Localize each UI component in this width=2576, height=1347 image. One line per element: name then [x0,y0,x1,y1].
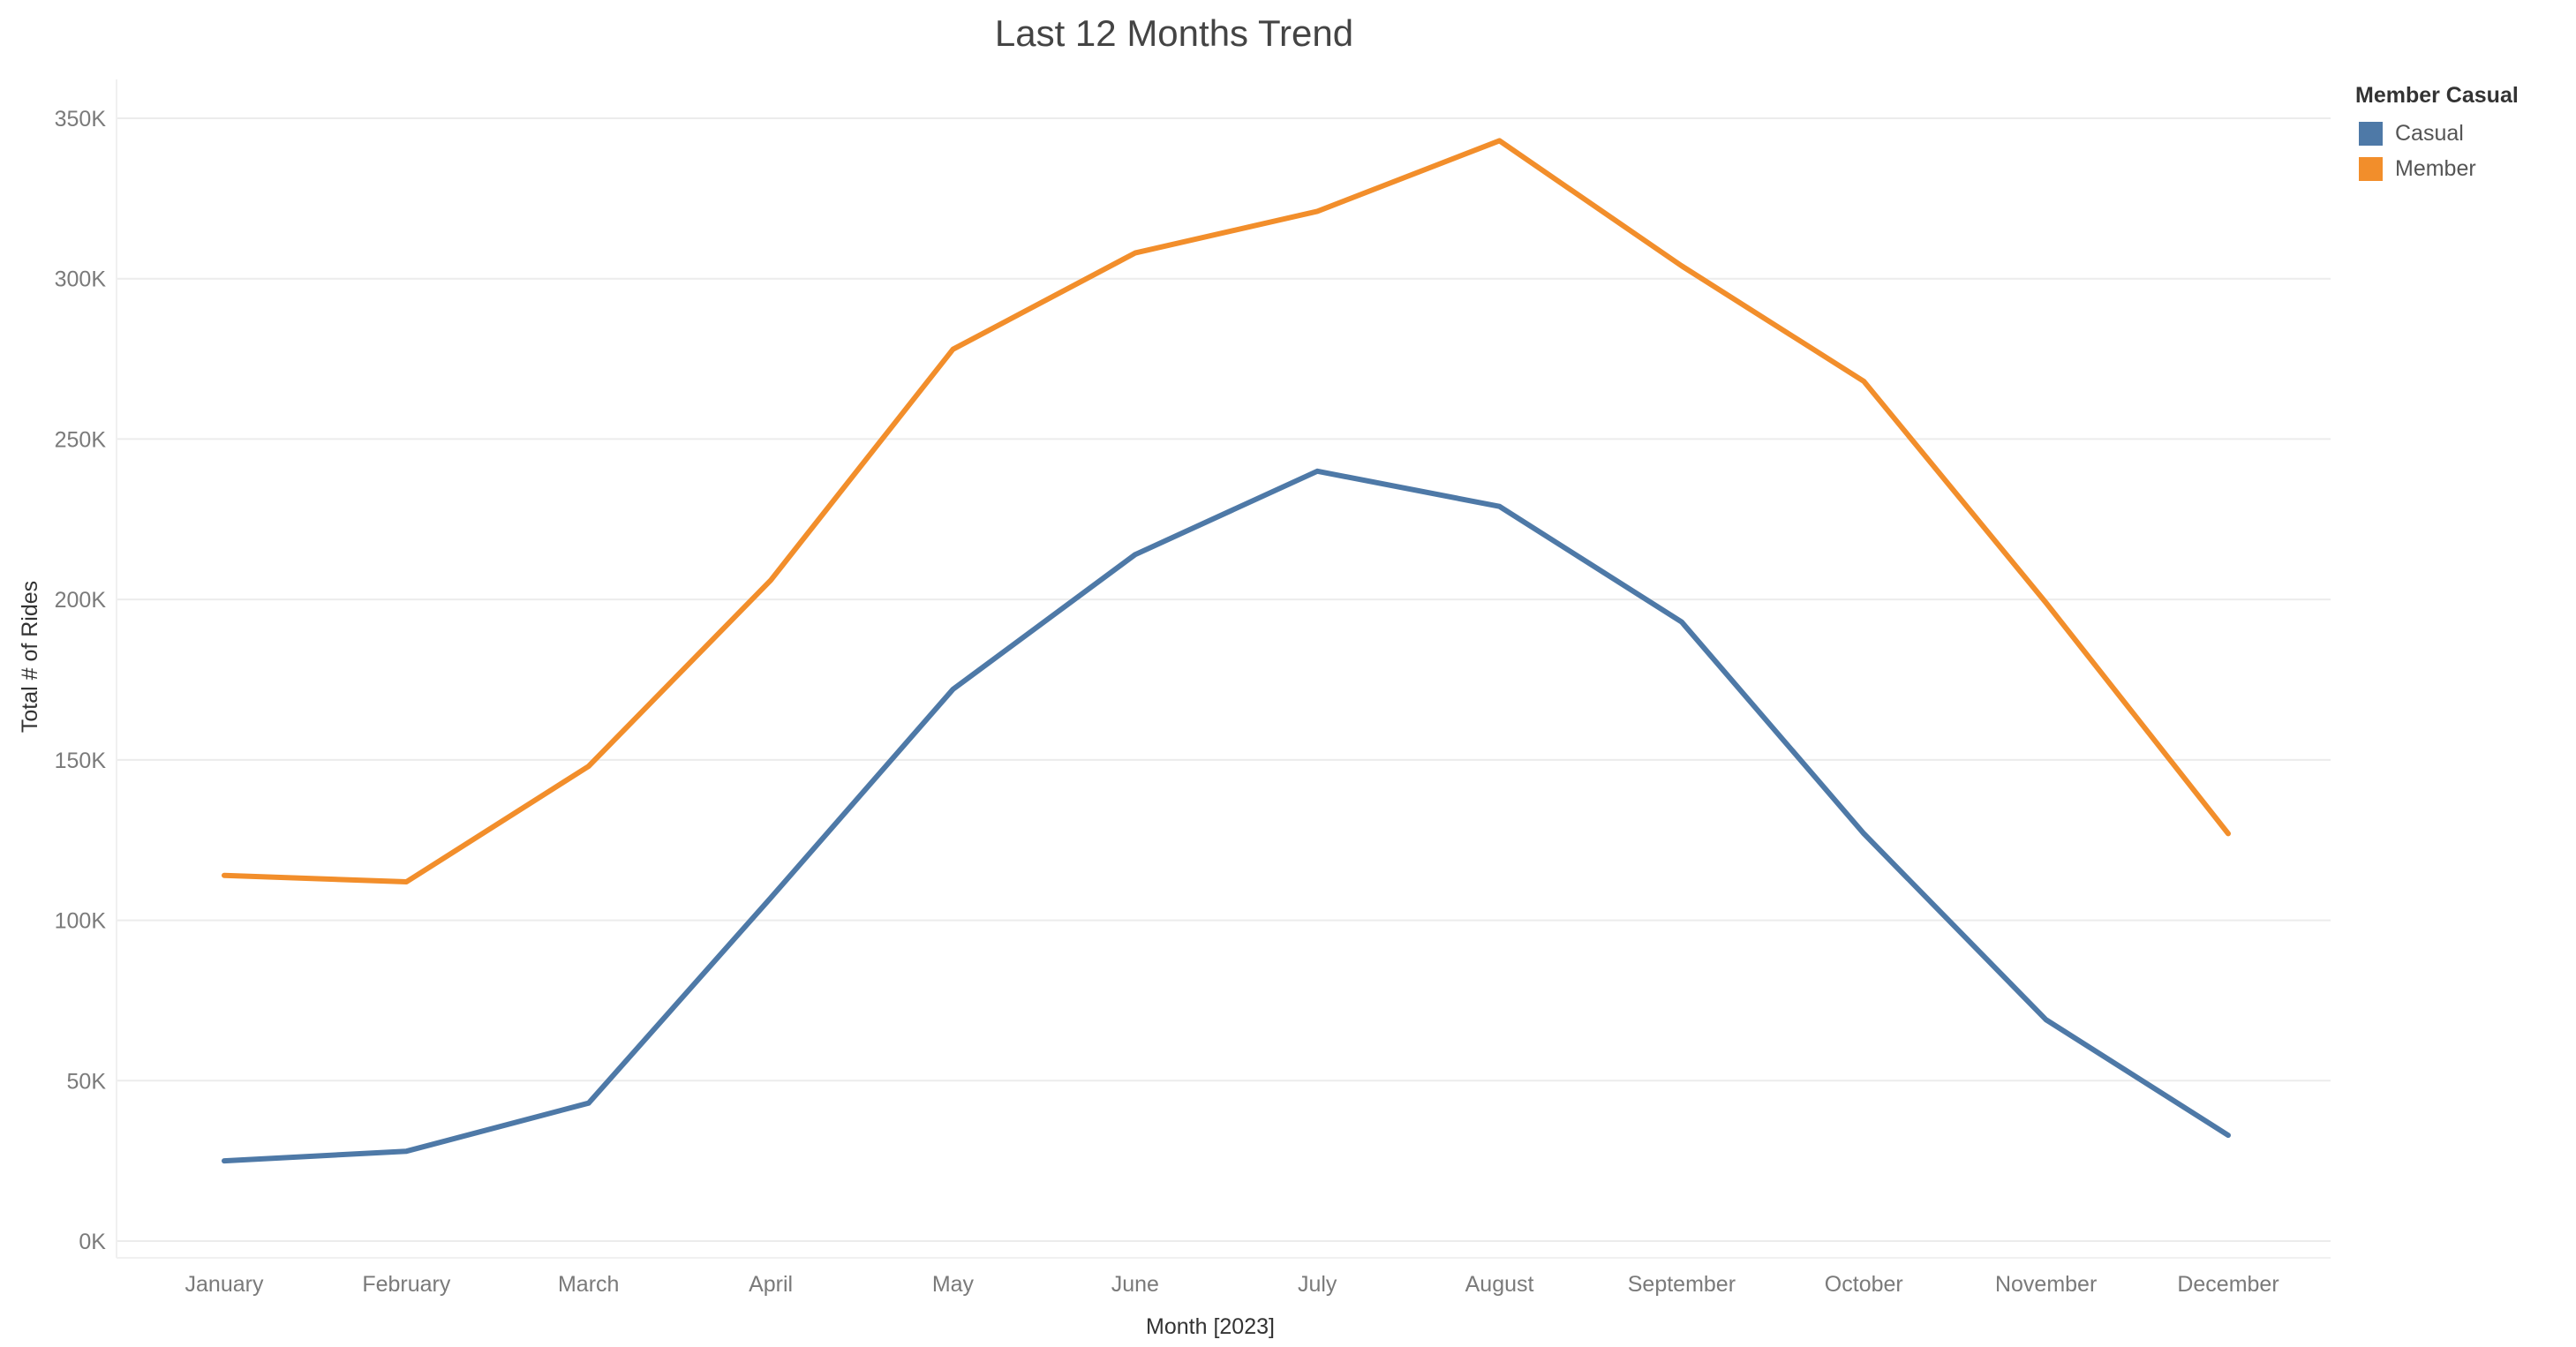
series-line-member[interactable] [222,138,2231,884]
legend-label-casual: Casual [2395,120,2464,146]
legend: Member Casual Casual Member [2355,83,2519,186]
y-axis-tick-labels: 0K 50K 100K 150K 200K 250K 300K 350K [55,107,107,1254]
x-tick-august: August [1465,1272,1534,1297]
y-tick-350k: 350K [55,107,107,132]
series-line-casual[interactable] [222,468,2231,1164]
legend-label-member: Member [2395,155,2476,181]
x-axis-title: Month [2023] [1146,1314,1275,1339]
y-tick-300k: 300K [55,267,107,292]
legend-title: Member Casual [2355,83,2519,108]
y-tick-250k: 250K [55,427,107,452]
x-tick-march: March [558,1272,619,1297]
legend-item-member[interactable]: Member [2355,151,2519,186]
x-tick-may: May [932,1272,975,1297]
y-tick-100k: 100K [55,909,107,934]
y-tick-50k: 50K [67,1069,107,1094]
x-tick-january: January [185,1272,264,1297]
legend-item-casual[interactable]: Casual [2355,116,2519,151]
y-tick-200k: 200K [55,588,107,613]
x-tick-february: February [362,1272,451,1297]
y-tick-150k: 150K [55,749,107,773]
x-tick-july: July [1298,1272,1337,1297]
x-axis-tick-labels: January February March April May June July Augu… [185,1272,2279,1297]
x-tick-november: November [1995,1272,2097,1297]
legend-swatch-casual [2359,121,2383,146]
chart-title: Last 12 Months Trend [994,12,1354,54]
grid-lines [116,79,2331,1259]
x-tick-december: December [2177,1272,2278,1297]
series-lines [222,138,2231,1164]
legend-swatch-member [2359,156,2383,181]
x-tick-september: September [1628,1272,1736,1297]
y-tick-0k: 0K [79,1230,106,1254]
x-tick-april: April [749,1272,793,1297]
y-axis-title: Total # of Rides [18,581,42,733]
x-tick-june: June [1111,1272,1159,1297]
x-tick-october: October [1825,1272,1903,1297]
